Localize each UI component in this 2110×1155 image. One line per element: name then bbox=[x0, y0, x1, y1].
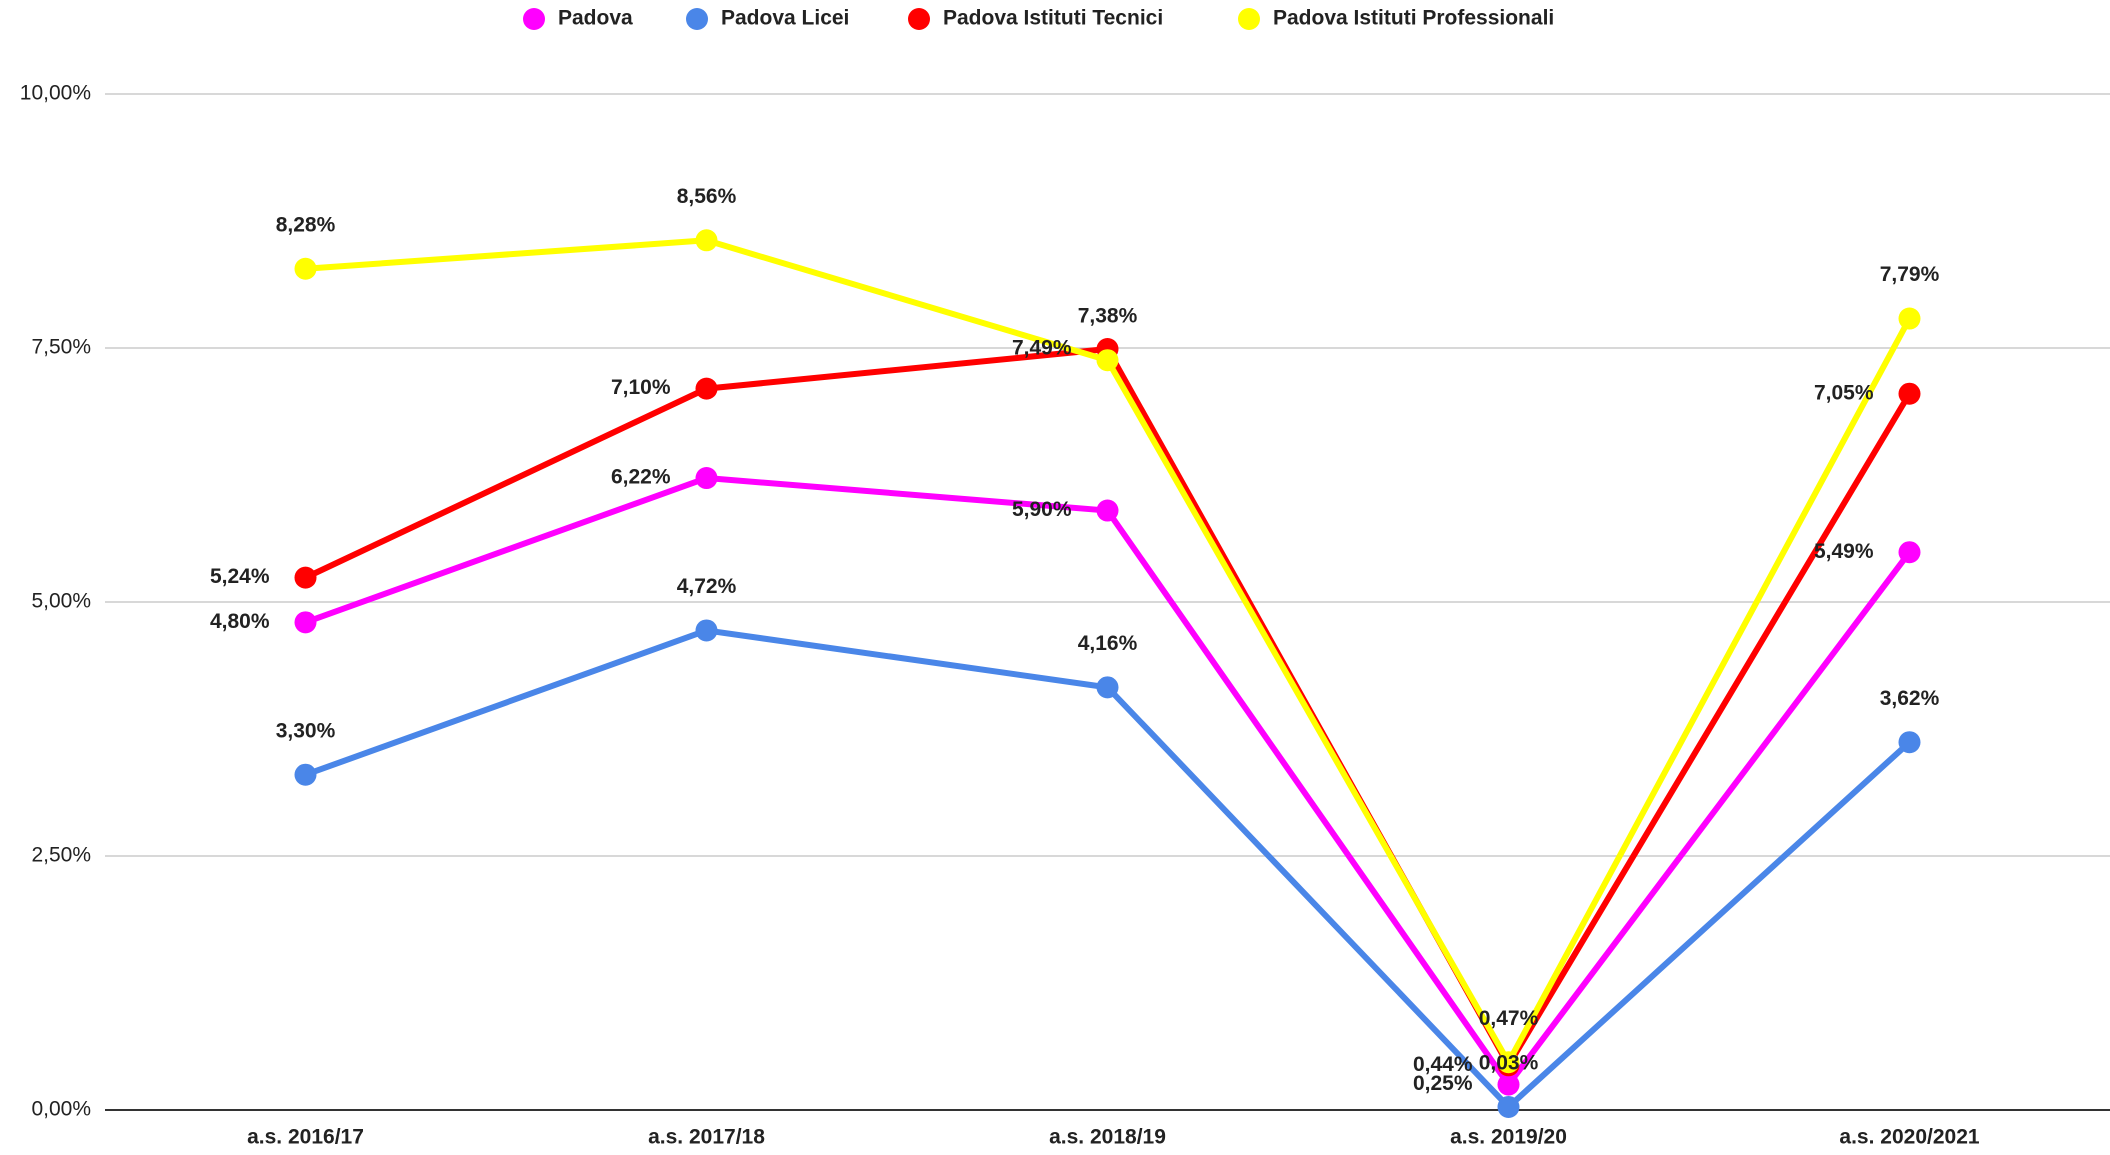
series-line bbox=[304, 475, 1912, 1088]
data-label: 4,16% bbox=[1078, 632, 1138, 655]
data-label: 7,49% bbox=[1012, 337, 1072, 360]
data-label: 3,30% bbox=[276, 719, 336, 742]
data-label: 7,10% bbox=[611, 376, 671, 399]
data-label: 0,47% bbox=[1479, 1007, 1539, 1030]
x-tick-label: a.s. 2018/19 bbox=[1049, 1126, 1166, 1149]
data-point bbox=[1898, 731, 1921, 754]
data-point bbox=[294, 611, 317, 634]
legend-marker bbox=[1238, 8, 1260, 30]
data-label: 7,79% bbox=[1880, 263, 1940, 286]
data-label: 5,90% bbox=[1012, 498, 1072, 521]
x-tick-label: a.s. 2019/20 bbox=[1450, 1126, 1567, 1149]
data-point bbox=[695, 377, 718, 400]
data-label: 3,62% bbox=[1880, 687, 1940, 710]
data-label: 8,56% bbox=[677, 185, 737, 208]
x-tick-label: a.s. 2016/17 bbox=[247, 1126, 364, 1149]
data-label: 7,38% bbox=[1078, 305, 1138, 328]
data-point bbox=[294, 566, 317, 589]
data-point bbox=[1497, 1051, 1520, 1074]
data-label: 5,49% bbox=[1814, 540, 1874, 563]
y-tick-label: 2,50% bbox=[31, 844, 91, 867]
data-point bbox=[1898, 307, 1921, 330]
legend-marker bbox=[523, 8, 545, 30]
x-tick-label: a.s. 2020/2021 bbox=[1839, 1126, 1979, 1149]
data-point bbox=[1898, 541, 1921, 564]
data-label: 4,72% bbox=[677, 575, 737, 598]
y-tick-label: 0,00% bbox=[31, 1098, 91, 1121]
data-label: 4,80% bbox=[210, 610, 270, 633]
data-point bbox=[1096, 499, 1119, 522]
y-tick-label: 7,50% bbox=[31, 336, 91, 359]
data-point bbox=[695, 467, 718, 490]
data-point bbox=[1497, 1095, 1520, 1118]
data-point bbox=[294, 763, 317, 786]
data-point bbox=[1898, 382, 1921, 405]
legend-label: Padova bbox=[558, 7, 633, 30]
data-point bbox=[695, 229, 718, 252]
data-point bbox=[695, 619, 718, 642]
x-tick-label: a.s. 2017/18 bbox=[648, 1126, 765, 1149]
data-label: 8,28% bbox=[276, 213, 336, 236]
y-tick-label: 5,00% bbox=[31, 590, 91, 613]
y-tick-label: 10,00% bbox=[20, 82, 91, 105]
legend-label: Padova Istituti Professionali bbox=[1273, 7, 1554, 30]
data-label: 5,24% bbox=[210, 565, 270, 588]
legend-marker bbox=[686, 8, 708, 30]
data-label: 0,25% bbox=[1413, 1072, 1473, 1095]
data-point bbox=[1497, 1073, 1520, 1096]
legend-label: Padova Istituti Tecnici bbox=[943, 7, 1163, 30]
data-label: 0,44% bbox=[1413, 1053, 1473, 1076]
data-label: 0,03% bbox=[1479, 1051, 1539, 1074]
data-point bbox=[1096, 349, 1119, 372]
data-label: 6,22% bbox=[611, 466, 671, 489]
data-point bbox=[1096, 676, 1119, 699]
legend-label: Padova Licei bbox=[721, 7, 849, 30]
legend-marker bbox=[908, 8, 930, 30]
data-label: 7,05% bbox=[1814, 381, 1874, 404]
data-point bbox=[294, 257, 317, 280]
